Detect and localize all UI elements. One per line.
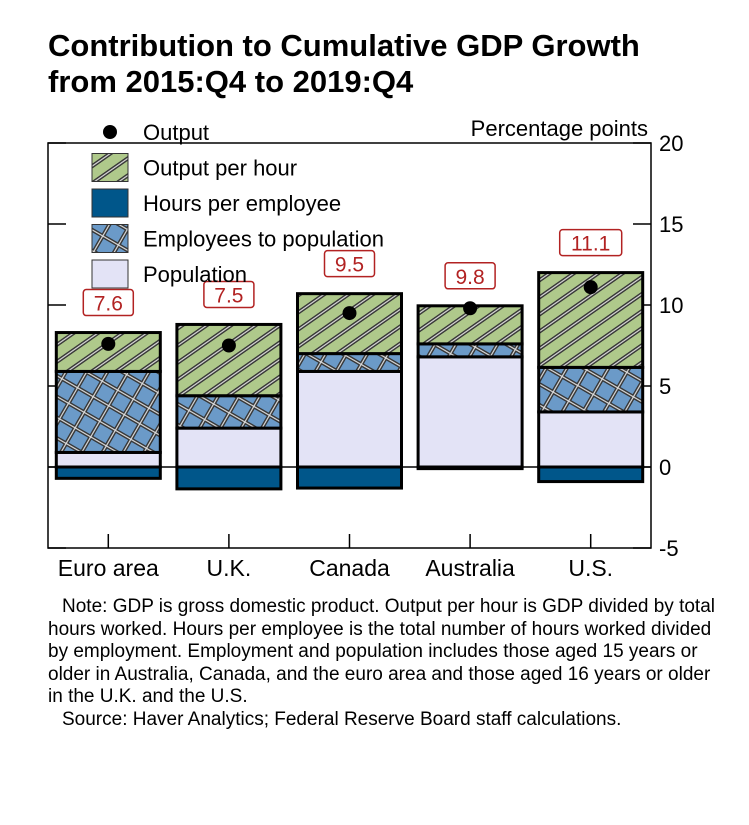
bar-segment-output-per-hour: [296, 292, 403, 356]
bar-segment-hours-per-employee: [175, 465, 283, 491]
legend-label: Employees to population: [143, 227, 384, 252]
bar-segment-population: [175, 426, 283, 469]
bar-segment-hours-per-employee: [537, 465, 645, 484]
data-label-box: [82, 288, 135, 317]
bar-segment-hours-per-employee: [54, 465, 162, 480]
bar-segment-employees-to-population: [54, 369, 162, 454]
bar-segment-hours-per-employee: [296, 465, 403, 490]
bar-segment-population: [296, 369, 403, 469]
data-label-box: [444, 262, 496, 290]
x-tick-label: U.K.: [207, 555, 252, 581]
data-label: 9.5: [335, 254, 364, 277]
x-tick-label: Canada: [309, 555, 390, 581]
chart-notes: Note: GDP is gross domestic product. Out…: [48, 596, 728, 731]
y-tick-label: 15: [659, 212, 683, 237]
legend-label: Population: [143, 262, 247, 287]
y-tick-label: 0: [659, 455, 671, 480]
legend-swatch: [91, 188, 129, 218]
output-point: [101, 336, 116, 351]
bar-segment-population: [537, 410, 645, 469]
legend-swatch: [91, 153, 129, 182]
data-label-box: [323, 249, 376, 278]
legend-marker-output: [103, 125, 117, 139]
y-axis-label: Percentage points: [471, 116, 648, 141]
output-point: [583, 280, 598, 295]
x-tick-label: U.S.: [568, 555, 613, 581]
y-tick-label: 5: [659, 374, 671, 399]
legend-swatch: [91, 224, 129, 253]
bar-segment-employees-to-population: [416, 342, 524, 359]
title-line-1: Contribution to Cumulative GDP Growth: [48, 28, 640, 63]
legend-swatch: [91, 259, 129, 289]
data-label: 7.6: [94, 293, 123, 316]
bar-segment-output-per-hour: [175, 322, 283, 398]
bar-segment-hours-per-employee: [416, 465, 524, 471]
chart-title: Contribution to Cumulative GDP Growth fr…: [48, 28, 640, 100]
bar-segment-population: [416, 355, 524, 469]
data-label: 11.1: [571, 233, 610, 256]
data-label-box: [203, 280, 255, 309]
x-tick-label: Australia: [425, 555, 515, 581]
bar-segment-employees-to-population: [175, 394, 283, 430]
legend-label: Hours per employee: [143, 191, 341, 216]
bar-segment-population: [54, 450, 162, 469]
x-tick-label: Euro area: [58, 555, 159, 581]
output-point: [221, 338, 236, 353]
y-tick-label: -5: [659, 536, 679, 561]
data-label: 9.8: [455, 266, 484, 289]
legend-label: Output: [143, 120, 209, 145]
data-label: 7.5: [214, 284, 243, 307]
legend-label: Output per hour: [143, 156, 297, 181]
source-text: Source: Haver Analytics; Federal Reserve…: [62, 708, 622, 730]
bar-segment-employees-to-population: [537, 365, 645, 414]
bar-segment-employees-to-population: [296, 352, 403, 373]
data-label-box: [558, 228, 623, 257]
y-tick-label: 20: [659, 131, 683, 156]
output-point: [342, 306, 357, 321]
note-text: Note: GDP is gross domestic product. Out…: [48, 596, 715, 707]
y-tick-label: 10: [659, 293, 683, 318]
stacked-bar-chart: -5 0 5 10 15 20 Euro area U.K. Canada Australia U.…: [47, 116, 683, 581]
title-line-2: from 2015:Q4 to 2019:Q4: [48, 64, 414, 99]
output-point: [463, 301, 478, 316]
